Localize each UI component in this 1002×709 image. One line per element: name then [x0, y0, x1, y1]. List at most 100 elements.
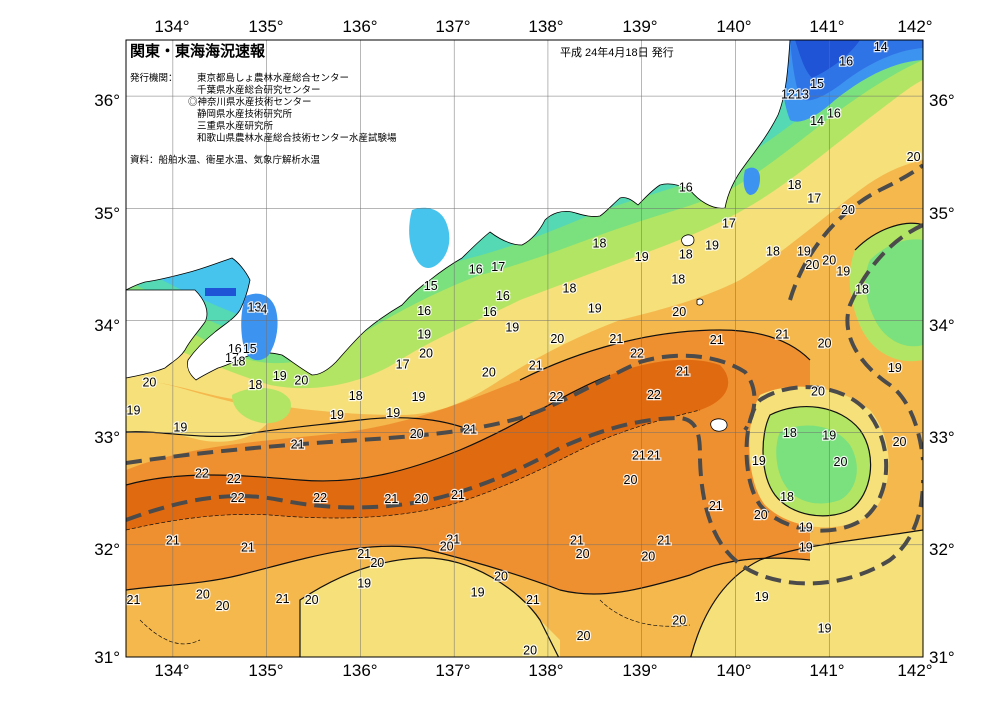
tokyo-bay	[743, 167, 760, 195]
isotherm-label: 21	[775, 327, 789, 341]
lat-label-right-35: 35°	[929, 204, 955, 223]
publisher-1: 東京都島しょ農林水産総合センター	[197, 72, 349, 84]
lon-label-top-136: 136°	[342, 17, 377, 36]
lat-label-right-33: 33°	[929, 428, 955, 447]
harima-strip	[205, 288, 236, 296]
isotherm-label: 20	[805, 258, 819, 272]
land-masses	[126, 40, 791, 432]
cold-eddy-outline	[744, 385, 889, 533]
isotherm-label: 18	[349, 389, 363, 403]
isotherm-label: 15	[243, 342, 257, 356]
isotherm-label: 20	[440, 539, 454, 553]
isotherm-label: 19	[417, 327, 431, 341]
isotherm-label: 22	[630, 346, 644, 360]
lon-label-bottom-140: 140°	[716, 661, 751, 680]
isotherm-label: 19	[588, 302, 602, 316]
lat-label-left-31: 31°	[94, 648, 120, 667]
land-izu-oshima	[681, 234, 695, 247]
band-19-southeast	[690, 530, 923, 657]
osaka-bay	[241, 293, 278, 361]
publisher-5: 三重県水産研究所	[197, 120, 274, 132]
isotherm-label: 19	[173, 420, 187, 434]
isotherm-label: 20	[482, 365, 496, 379]
publisher-4: 静岡県水産技術研究所	[197, 108, 293, 120]
isotherm-label: 18	[766, 244, 780, 258]
issue-date: 平成 24年4月18日 発行	[560, 45, 674, 59]
isotherm-label: 20	[576, 547, 590, 561]
isotherm-label: 19	[799, 540, 813, 554]
isotherm-label: 15	[810, 77, 824, 91]
longitude-labels-bottom: 134° 135° 136° 137° 138° 139° 140° 141° …	[154, 661, 932, 680]
lat-label-right-32: 32°	[929, 540, 955, 559]
isotherm-label: 21	[709, 499, 723, 513]
band-17-ne-offshore	[865, 239, 923, 347]
isotherm-label: 21	[609, 332, 623, 346]
isotherm-label: 18	[593, 236, 607, 250]
lat-label-left-36: 36°	[94, 91, 120, 110]
isotherm-label: 19	[836, 265, 850, 279]
lat-label-left-34: 34°	[94, 316, 120, 335]
isotherm-label: 19	[799, 520, 813, 534]
isotherm-label: 14	[810, 114, 824, 128]
band-12-ne	[795, 40, 860, 78]
isotherm-label: 20	[216, 599, 230, 613]
band-19-shikoku	[126, 379, 270, 442]
lat-label-left-33: 33°	[94, 428, 120, 447]
isotherm-label: 18	[248, 378, 262, 392]
isotherm-label: 19	[755, 590, 769, 604]
lon-label-bottom-141: 141°	[809, 661, 844, 680]
isotherm-label: 21	[632, 448, 646, 462]
isotherm-label: 20	[672, 613, 686, 627]
inland-waters	[205, 167, 760, 361]
isotherm-label: 20	[822, 253, 836, 267]
lat-lon-grid	[126, 40, 923, 657]
lon-label-top-138: 138°	[528, 17, 563, 36]
lat-label-left-32: 32°	[94, 540, 120, 559]
isotherm-label: 15	[424, 279, 438, 293]
page-title: 関東・東海海況速報	[130, 42, 266, 60]
isotherm-label: 17	[722, 216, 736, 230]
isotherm-label: 19	[505, 321, 519, 335]
isotherm-label: 21	[166, 534, 180, 548]
kuroshio-upper-axis	[126, 353, 757, 465]
isotherm-label: 18	[679, 248, 693, 262]
isotherm-label: 17	[225, 351, 239, 365]
lon-label-top-137: 137°	[435, 17, 470, 36]
lat-label-left-35: 35°	[94, 204, 120, 223]
isotherm-label: 20	[294, 373, 308, 387]
isotherm-label: 20	[305, 593, 319, 607]
isotherm-label: 22	[227, 472, 241, 486]
lon-label-top-141: 141°	[809, 17, 844, 36]
isotherm-label: 17	[807, 192, 821, 206]
lat-label-right-34: 34°	[929, 316, 955, 335]
lon-label-bottom-135: 135°	[248, 661, 283, 680]
isotherm-label: 18	[788, 178, 802, 192]
isotherm-label: 20	[523, 644, 537, 658]
isotherm-label: 16	[228, 342, 242, 356]
isotherm-label: 19	[752, 454, 766, 468]
isotherm-label: 22	[313, 491, 327, 505]
land-miyake	[696, 298, 704, 306]
isotherm-label: 17	[396, 358, 410, 372]
isotherm-label: 18	[671, 272, 685, 286]
publisher-2: 千葉県水産総合研究センター	[197, 84, 321, 96]
isotherm-label: 19	[127, 404, 141, 418]
publisher-6: 和歌山県農林水産総合技術センター水産試験場	[197, 132, 397, 144]
isotherm-label: 20	[550, 332, 564, 346]
band-18-kii	[232, 388, 291, 424]
isotherm-label: 19	[330, 408, 344, 422]
lon-label-bottom-136: 136°	[342, 661, 377, 680]
isotherm-label: 20	[907, 150, 921, 164]
isotherm-label: 21	[463, 423, 477, 437]
isotherm-label: 21	[710, 333, 724, 347]
map-frame	[125, 39, 924, 658]
isotherm-label: 18	[563, 281, 577, 295]
isotherm-label: 16	[827, 106, 841, 120]
kuroshio-lower-axis	[126, 415, 702, 522]
lon-label-bottom-139: 139°	[622, 661, 657, 680]
isotherm-label: 21	[647, 448, 661, 462]
lon-label-bottom-138: 138°	[528, 661, 563, 680]
lat-label-right-36: 36°	[929, 91, 955, 110]
isotherm-label: 20	[641, 549, 655, 563]
